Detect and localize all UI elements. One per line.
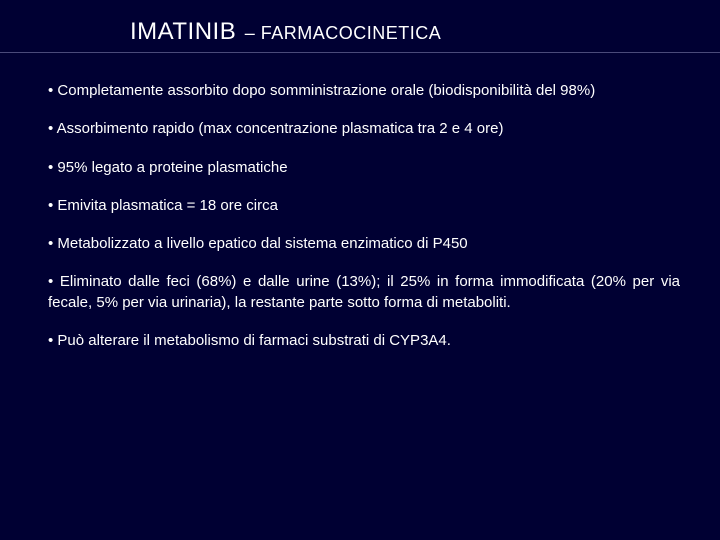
content: • Completamente assorbito dopo somminist…: [0, 81, 720, 351]
bullet-item: • Completamente assorbito dopo somminist…: [48, 81, 680, 101]
bullet-item: • Eliminato dalle feci (68%) e dalle uri…: [48, 272, 680, 313]
bullet-item: • Emivita plasmatica = 18 ore circa: [48, 196, 680, 216]
bullet-item: • Può alterare il metabolismo di farmaci…: [48, 331, 680, 351]
bullet-item: • Metabolizzato a livello epatico dal si…: [48, 234, 680, 254]
title-block: IMATINIB – FARMACOCINETICA: [0, 0, 720, 53]
title-main: IMATINIB: [130, 18, 236, 45]
bullet-item: • Assorbimento rapido (max concentrazion…: [48, 119, 680, 139]
bullet-item: • 95% legato a proteine plasmatiche: [48, 158, 680, 178]
title-sub: – FARMACOCINETICA: [245, 23, 442, 43]
